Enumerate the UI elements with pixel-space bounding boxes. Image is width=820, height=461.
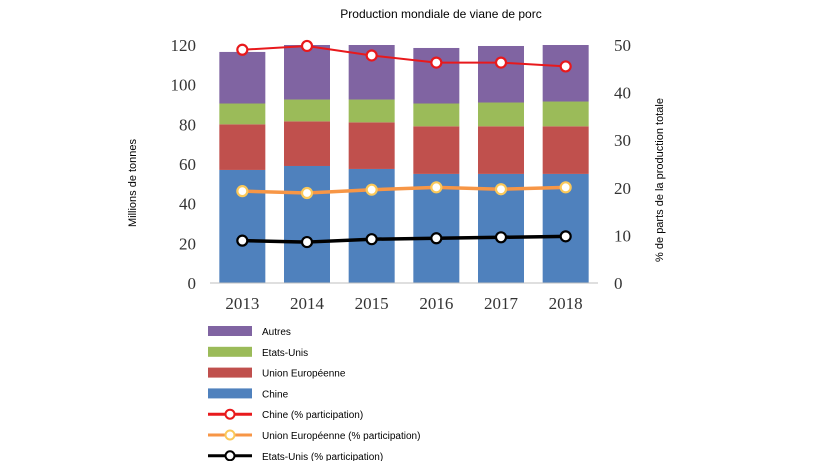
legend-label-etats-unis-participation: Etats-Unis (% participation): [262, 452, 383, 461]
bar-union-europ-enne-2018: [542, 126, 589, 174]
point-chine-participation-2015: [365, 49, 378, 62]
point-union-europ-enne-participation-2016: [430, 181, 443, 194]
point-union-europ-enne-participation-2014: [300, 186, 314, 200]
x-tick-2015: 2015: [355, 294, 389, 313]
bar-etats-unis-2017: [478, 102, 524, 127]
bar-union-europ-enne-2014: [284, 121, 330, 166]
point-chine-participation-2017: [494, 56, 508, 69]
y-right-tick-10: 10: [614, 226, 631, 245]
point-etats-unis-participation-2017: [494, 231, 508, 244]
legend-label-union-europ-enne: Union Européenne: [262, 369, 346, 380]
point-etats-unis-participation-2018: [559, 230, 572, 243]
y-right-tick-40: 40: [614, 84, 631, 103]
line-chine-participation: [242, 44, 566, 68]
x-tick-2018: 2018: [549, 294, 583, 313]
y-right-tick-30: 30: [614, 131, 631, 150]
bar-autres-2013: [219, 51, 266, 104]
bar-autres-2017: [478, 45, 524, 103]
y-left-tick-80: 80: [179, 115, 196, 134]
bar-union-europ-enne-2016: [413, 126, 460, 174]
legend-label-union-europ-enne-participation: Union Européenne (% participation): [262, 431, 420, 442]
legend-label-chine: Chine: [262, 389, 289, 400]
x-tick-2014: 2014: [290, 294, 325, 313]
point-chine-participation-2014: [300, 39, 314, 53]
legend-marker-etats-unis-participation: [224, 450, 236, 461]
point-etats-unis-participation-2016: [430, 232, 443, 245]
bar-union-europ-enne-2013: [219, 124, 266, 170]
x-tick-2016: 2016: [419, 294, 453, 313]
bar-etats-unis-2016: [413, 103, 460, 127]
bar-autres-2014: [284, 45, 330, 100]
point-union-europ-enne-participation-2015: [365, 183, 378, 196]
point-etats-unis-participation-2013: [236, 234, 249, 247]
point-etats-unis-participation-2015: [365, 233, 378, 246]
legend-marker-chine-participation: [224, 408, 236, 420]
point-etats-unis-participation-2014: [300, 235, 314, 249]
point-chine-participation-2013: [236, 43, 249, 56]
legend-label-etats-unis: Etats-Unis: [262, 348, 308, 359]
legend-swatch-union-europ-enne: [208, 367, 252, 378]
point-union-europ-enne-participation-2018: [559, 181, 572, 194]
legend-label-autres: Autres: [262, 327, 291, 338]
point-union-europ-enne-participation-2017: [494, 183, 508, 196]
bar-autres-2018: [542, 45, 589, 102]
chart-title: Production mondiale de viane de porc: [340, 7, 541, 21]
legend-marker-union-europ-enne-participation: [224, 429, 236, 441]
bar-etats-unis-2018: [542, 101, 589, 127]
point-union-europ-enne-participation-2013: [236, 185, 249, 198]
bar-autres-2016: [413, 47, 460, 104]
y-left-tick-40: 40: [179, 195, 196, 214]
x-tick-2013: 2013: [225, 294, 259, 313]
legend-label-chine-participation: Chine (% participation): [262, 410, 363, 421]
legend-swatch-chine: [208, 388, 252, 399]
bar-chine-2014: [284, 165, 330, 283]
point-chine-participation-2016: [430, 56, 443, 69]
legend-swatch-autres: [208, 326, 252, 336]
y-left-tick-120: 120: [171, 36, 197, 55]
y-left-tick-0: 0: [188, 274, 197, 293]
y-axis-right-label: % de parts de la production totale: [654, 98, 666, 262]
line-etats-unis-participation: [242, 234, 566, 244]
plot-area: 0 20 40 60 80 100 120 0 10 20 30 40 50 2013 2014 2015 20…: [171, 36, 632, 313]
bar-union-europ-enne-2017: [478, 126, 524, 174]
bar-union-europ-enne-2015: [348, 122, 395, 169]
bar-etats-unis-2013: [219, 103, 266, 125]
y-right-tick-20: 20: [614, 179, 631, 198]
y-axis-left-label: Millions de tonnes: [127, 138, 139, 227]
y-left-tick-20: 20: [179, 234, 196, 253]
legend: Autres Etats-Unis Union Européenne Chine Chi…: [208, 326, 420, 461]
line-union-europ-enne-participation: [242, 185, 566, 195]
bar-etats-unis-2015: [348, 99, 395, 123]
y-left-tick-100: 100: [171, 76, 197, 95]
bar-etats-unis-2014: [284, 99, 330, 122]
legend-swatch-etats-unis: [208, 346, 252, 357]
y-right-tick-0: 0: [614, 274, 623, 293]
point-chine-participation-2018: [559, 60, 572, 73]
y-left-tick-60: 60: [179, 155, 196, 174]
x-tick-2017: 2017: [484, 294, 519, 313]
y-right-tick-50: 50: [614, 36, 631, 55]
